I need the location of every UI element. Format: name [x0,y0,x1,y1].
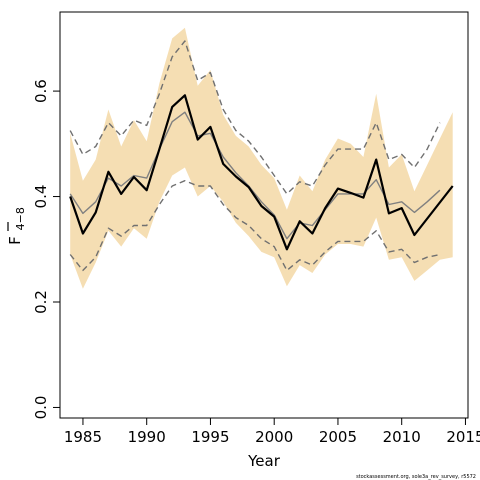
y-axis-title-subscript: 4−8 [14,207,27,230]
plot-area [69,27,454,289]
y-axis-title: F 4−8 [6,207,27,245]
x-tick-label-1995: 1995 [191,428,229,446]
confidence-band [70,27,453,289]
retro-bound-line-2 [69,40,441,195]
y-axis-title-main: F [6,236,24,245]
y-tick-label-3: 0.6 [32,79,50,103]
x-tick-label-2015: 2015 [446,428,480,446]
x-tick-label-2010: 2010 [383,428,421,446]
y-tick-label-2: 0.4 [32,185,50,209]
x-axis: 1985 1990 1995 2000 2005 2010 2015 [64,417,480,446]
y-tick-label-0: 0.0 [32,396,50,420]
estimate-line-0 [69,94,454,251]
x-tick-label-2000: 2000 [255,428,293,446]
y-tick-label-1: 0.2 [32,290,50,314]
x-tick-label-1990: 1990 [128,428,166,446]
credit-note: stockassessment.org, sole3a_rev_survey, … [356,474,476,480]
x-axis-title: Year [247,452,281,470]
x-tick-label-1985: 1985 [64,428,102,446]
x-tick-label-2005: 2005 [319,428,357,446]
retro-estimate-line-1 [69,111,441,240]
y-axis: 0.0 0.2 0.4 0.6 [32,79,61,420]
svg-text:F 4−8: F 4−8 [6,207,27,245]
